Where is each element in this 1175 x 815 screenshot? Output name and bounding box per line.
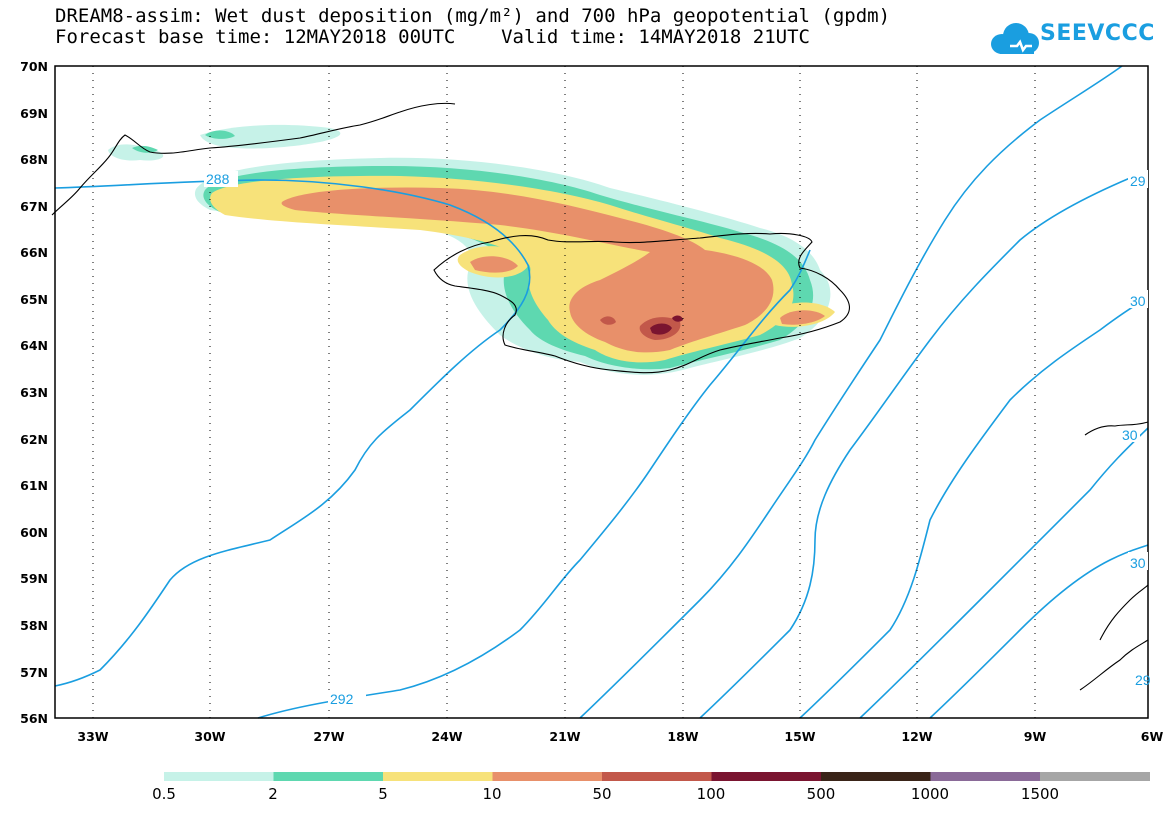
lat-label: 63N [20,385,48,400]
legend-swatch [273,772,384,781]
legend-swatch [1040,772,1150,781]
lat-label: 60N [20,525,48,540]
lon-label: 15W [784,729,815,744]
lon-label: 24W [431,729,462,744]
longitude-labels: 33W 30W 27W 24W 21W 18W 15W 12W 9W 6W [77,729,1163,744]
legend-swatch [492,772,603,781]
lat-label: 67N [20,199,48,214]
contour-label: 29 [1130,173,1146,189]
legend-label: 500 [806,785,836,803]
legend-swatch [930,772,1041,781]
legend-swatch [164,772,274,781]
latitude-labels: 70N 69N 68N 67N 66N 65N 64N 63N 62N 61N … [20,59,48,726]
lat-label: 65N [20,292,48,307]
lat-label: 62N [20,432,48,447]
lat-label: 66N [20,245,48,260]
legend-swatch [602,772,712,781]
lon-label: 18W [667,729,698,744]
logo-text: SEEVCCC [1040,21,1155,46]
lat-label: 70N [20,59,48,74]
contour-label: 288 [206,171,230,187]
coastlines [51,102,1149,691]
lat-label: 57N [20,665,48,680]
legend-label: 10 [482,785,502,803]
map-title: DREAM8-assim: Wet dust deposition (mg/m²… [55,5,891,27]
lat-label: 64N [20,338,48,353]
lat-label: 68N [20,152,48,167]
lon-label: 30W [194,729,225,744]
cloud-icon [991,23,1039,54]
map-frame [54,65,1149,719]
map-subtitle: Forecast base time: 12MAY2018 00UTC Vali… [55,26,810,48]
lon-label: 9W [1024,729,1047,744]
legend-swatch [821,772,931,781]
contour-label: 30 [1130,555,1146,571]
legend-swatch [711,772,822,781]
lat-label: 56N [20,711,48,726]
legend-label: 1000 [910,785,950,803]
legend-label: 100 [696,785,726,803]
contour-label: 30 [1130,293,1146,309]
deposition-shading [108,124,835,375]
legend-label: 0.5 [152,785,176,803]
contour-label: 30 [1122,427,1138,443]
legend-label: 2 [268,785,278,803]
legend-label: 5 [378,785,388,803]
legend-colorbar [164,772,1150,781]
lon-label: 27W [313,729,344,744]
lon-label: 33W [77,729,108,744]
lat-label: 59N [20,571,48,586]
graticule [92,66,1036,718]
lon-label: 21W [549,729,580,744]
contour-label: 29 [1135,672,1151,688]
lon-label: 12W [901,729,932,744]
lat-label: 69N [20,106,48,121]
legend-swatch [383,772,493,781]
contour-labels: 288 292 29 30 30 30 29 [204,170,1151,707]
lat-label: 58N [20,618,48,633]
legend-label: 50 [592,785,612,803]
geopotential-contours [54,65,1149,719]
lat-label: 61N [20,478,48,493]
legend-label: 1500 [1020,785,1060,803]
contour-label: 292 [330,691,354,707]
lon-label: 6W [1141,729,1164,744]
